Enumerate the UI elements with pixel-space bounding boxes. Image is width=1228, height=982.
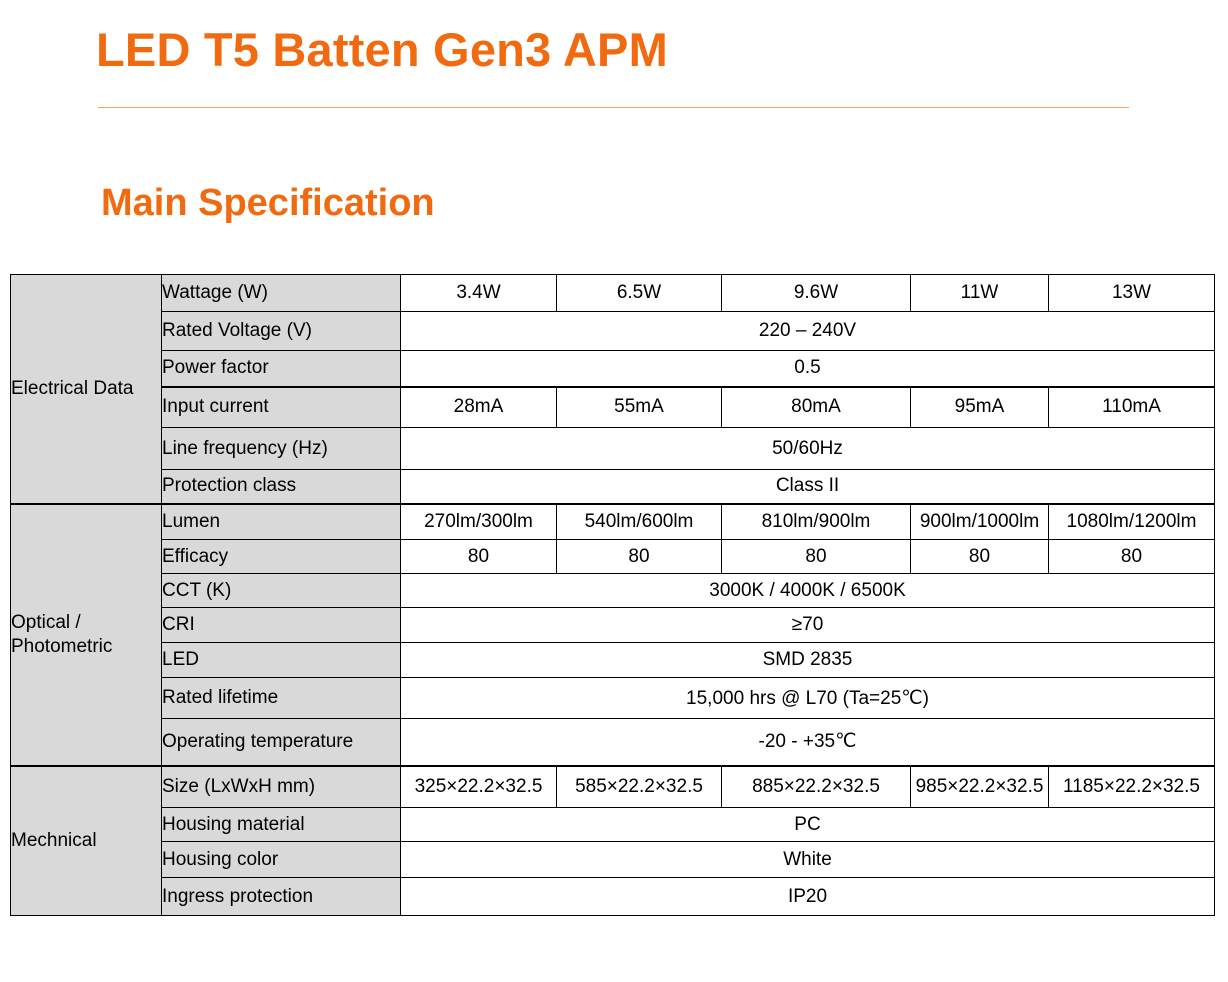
table-cell: 810lm/900lm bbox=[721, 502, 911, 540]
param-label: Input current bbox=[161, 385, 401, 428]
param-label: CRI bbox=[161, 607, 401, 643]
table-row: CCT (K) 3000K / 4000K / 6500K bbox=[11, 573, 1215, 608]
param-label: Housing material bbox=[161, 807, 401, 842]
table-cell: 55mA bbox=[556, 385, 722, 428]
param-label: LED bbox=[161, 642, 401, 678]
table-cell: 985×22.2×32.5 bbox=[910, 764, 1049, 808]
table-cell: 95mA bbox=[910, 385, 1049, 428]
table-cell: 13W bbox=[1048, 274, 1215, 312]
param-label: Power factor bbox=[161, 350, 401, 387]
table-cell: 3000K / 4000K / 6500K bbox=[400, 573, 1215, 608]
table-row: Input current 28mA 55mA 80mA 95mA 110mA bbox=[11, 385, 1215, 428]
table-row: Power factor 0.5 bbox=[11, 350, 1215, 387]
param-label: Rated lifetime bbox=[161, 677, 401, 719]
section-title: Main Specification bbox=[101, 182, 435, 224]
table-cell: 220 – 240V bbox=[400, 311, 1215, 351]
table-cell: -20 - +35℃ bbox=[400, 718, 1215, 766]
table-cell: 11W bbox=[910, 274, 1049, 312]
param-label: Wattage (W) bbox=[161, 274, 401, 312]
spec-table: Electrical Data Wattage (W) 3.4W 6.5W 9.… bbox=[10, 274, 1215, 916]
table-cell: 325×22.2×32.5 bbox=[400, 764, 557, 808]
table-row: Protection class Class II bbox=[11, 469, 1215, 504]
table-row: Ingress protection IP20 bbox=[11, 877, 1215, 916]
table-cell: 540lm/600lm bbox=[556, 502, 722, 540]
table-cell: 1185×22.2×32.5 bbox=[1048, 764, 1215, 808]
table-cell: 885×22.2×32.5 bbox=[721, 764, 911, 808]
param-label: Size (LxWxH mm) bbox=[161, 764, 401, 808]
table-row: Housing material PC bbox=[11, 807, 1215, 842]
table-cell: 110mA bbox=[1048, 385, 1215, 428]
table-row: Operating temperature -20 - +35℃ bbox=[11, 718, 1215, 766]
table-cell: 9.6W bbox=[721, 274, 911, 312]
table-cell: 80 bbox=[910, 539, 1049, 574]
table-row: Mechnical Size (LxWxH mm) 325×22.2×32.5 … bbox=[10, 764, 1215, 916]
table-cell: 80 bbox=[721, 539, 911, 574]
param-label: Housing color bbox=[161, 841, 401, 878]
page-title: LED T5 Batten Gen3 APM bbox=[96, 23, 668, 76]
param-label: Rated Voltage (V) bbox=[161, 311, 401, 351]
param-label: Ingress protection bbox=[161, 877, 401, 916]
table-cell: 0.5 bbox=[400, 350, 1215, 387]
table-cell: White bbox=[400, 841, 1215, 878]
table-cell: 900lm/1000lm bbox=[910, 502, 1049, 540]
table-cell: 80 bbox=[556, 539, 722, 574]
group-label-optical: Optical / Photometric bbox=[10, 502, 162, 766]
param-label: Protection class bbox=[161, 469, 401, 504]
group-label-mechanical: Mechnical bbox=[10, 764, 162, 916]
table-row: Optical / Photometric Lumen 270lm/300lm … bbox=[10, 502, 1215, 766]
title-divider bbox=[98, 107, 1129, 108]
param-label: Line frequency (Hz) bbox=[161, 427, 401, 470]
table-cell: 80 bbox=[1048, 539, 1215, 574]
table-row: Electrical Data Wattage (W) 3.4W 6.5W 9.… bbox=[10, 274, 1215, 504]
param-label: Lumen bbox=[161, 502, 401, 540]
table-cell: 6.5W bbox=[556, 274, 722, 312]
table-row: Rated Voltage (V) 220 – 240V bbox=[11, 311, 1215, 351]
table-cell: Class II bbox=[400, 469, 1215, 504]
table-cell: ≥70 bbox=[400, 607, 1215, 643]
group-label-electrical: Electrical Data bbox=[10, 274, 162, 504]
table-cell: 1080lm/1200lm bbox=[1048, 502, 1215, 540]
param-label: Efficacy bbox=[161, 539, 401, 574]
table-row: Rated lifetime 15,000 hrs @ L70 (Ta=25℃) bbox=[11, 677, 1215, 719]
param-label: CCT (K) bbox=[161, 573, 401, 608]
table-cell: 15,000 hrs @ L70 (Ta=25℃) bbox=[400, 677, 1215, 719]
table-cell: SMD 2835 bbox=[400, 642, 1215, 678]
table-cell: 3.4W bbox=[400, 274, 557, 312]
table-cell: 28mA bbox=[400, 385, 557, 428]
table-cell: 585×22.2×32.5 bbox=[556, 764, 722, 808]
table-cell: 270lm/300lm bbox=[400, 502, 557, 540]
table-cell: 80 bbox=[400, 539, 557, 574]
table-cell: IP20 bbox=[400, 877, 1215, 916]
param-label: Operating temperature bbox=[161, 718, 401, 766]
table-row: Housing color White bbox=[11, 841, 1215, 878]
table-cell: PC bbox=[400, 807, 1215, 842]
table-row: Line frequency (Hz) 50/60Hz bbox=[11, 427, 1215, 470]
table-row: CRI ≥70 bbox=[11, 607, 1215, 643]
table-cell: 50/60Hz bbox=[400, 427, 1215, 470]
table-cell: 80mA bbox=[721, 385, 911, 428]
table-row: LED SMD 2835 bbox=[11, 642, 1215, 678]
table-row: Efficacy 80 80 80 80 80 bbox=[11, 539, 1215, 574]
